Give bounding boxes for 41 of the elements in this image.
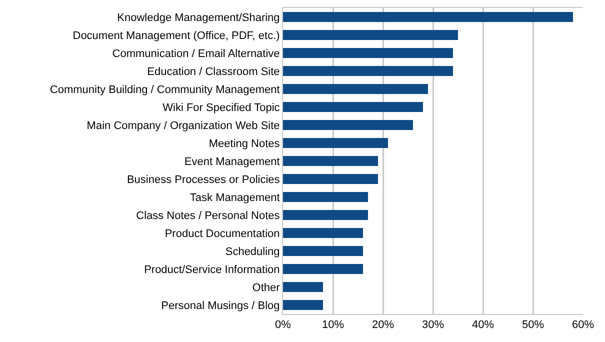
bar <box>283 300 323 310</box>
y-tick-label: Knowledge Management/Sharing <box>117 12 280 24</box>
y-tick-label: Main Company / Organization Web Site <box>86 120 280 132</box>
bar <box>283 192 368 202</box>
y-tick-label: Document Management (Office, PDF, etc.) <box>72 30 280 42</box>
y-tick-label: Event Management <box>184 156 280 168</box>
y-tick-label: Education / Classroom Site <box>147 66 280 78</box>
bar <box>283 264 363 274</box>
bar <box>283 282 323 292</box>
y-tick-label: Wiki For Specified Topic <box>162 102 280 114</box>
y-tick-label: Communication / Email Alternative <box>112 48 280 60</box>
bar <box>283 138 388 148</box>
x-tick-label: 30% <box>422 319 444 332</box>
bar <box>283 120 413 130</box>
y-tick-label: Scheduling <box>225 246 280 258</box>
x-tick-label: 60% <box>572 319 594 332</box>
x-tick-label: 50% <box>522 319 544 332</box>
bar <box>283 210 368 220</box>
y-tick-label: Class Notes / Personal Notes <box>136 210 280 222</box>
y-tick-label: Task Management <box>190 192 280 204</box>
x-tick-label: 0% <box>275 319 292 332</box>
x-tick-label: 10% <box>322 319 344 332</box>
y-tick-label: Business Processes or Policies <box>126 174 280 186</box>
bar <box>283 156 378 166</box>
bar <box>283 246 363 256</box>
y-tick-label: Personal Musings / Blog <box>161 300 280 312</box>
y-tick-label: Meeting Notes <box>208 138 280 150</box>
bar <box>283 174 378 184</box>
x-tick-label: 20% <box>372 319 394 332</box>
y-tick-label: Other <box>252 282 280 294</box>
bar <box>283 30 458 40</box>
bar <box>283 12 573 22</box>
x-tick-label: 40% <box>472 319 494 332</box>
y-tick-label: Community Building / Community Management <box>50 84 280 96</box>
bar <box>283 102 423 112</box>
bar <box>283 84 428 94</box>
bar <box>283 48 453 58</box>
y-tick-label: Product/Service Information <box>144 264 280 276</box>
y-tick-label: Product Documentation <box>164 228 280 240</box>
bar <box>283 228 363 238</box>
bar <box>283 66 453 76</box>
